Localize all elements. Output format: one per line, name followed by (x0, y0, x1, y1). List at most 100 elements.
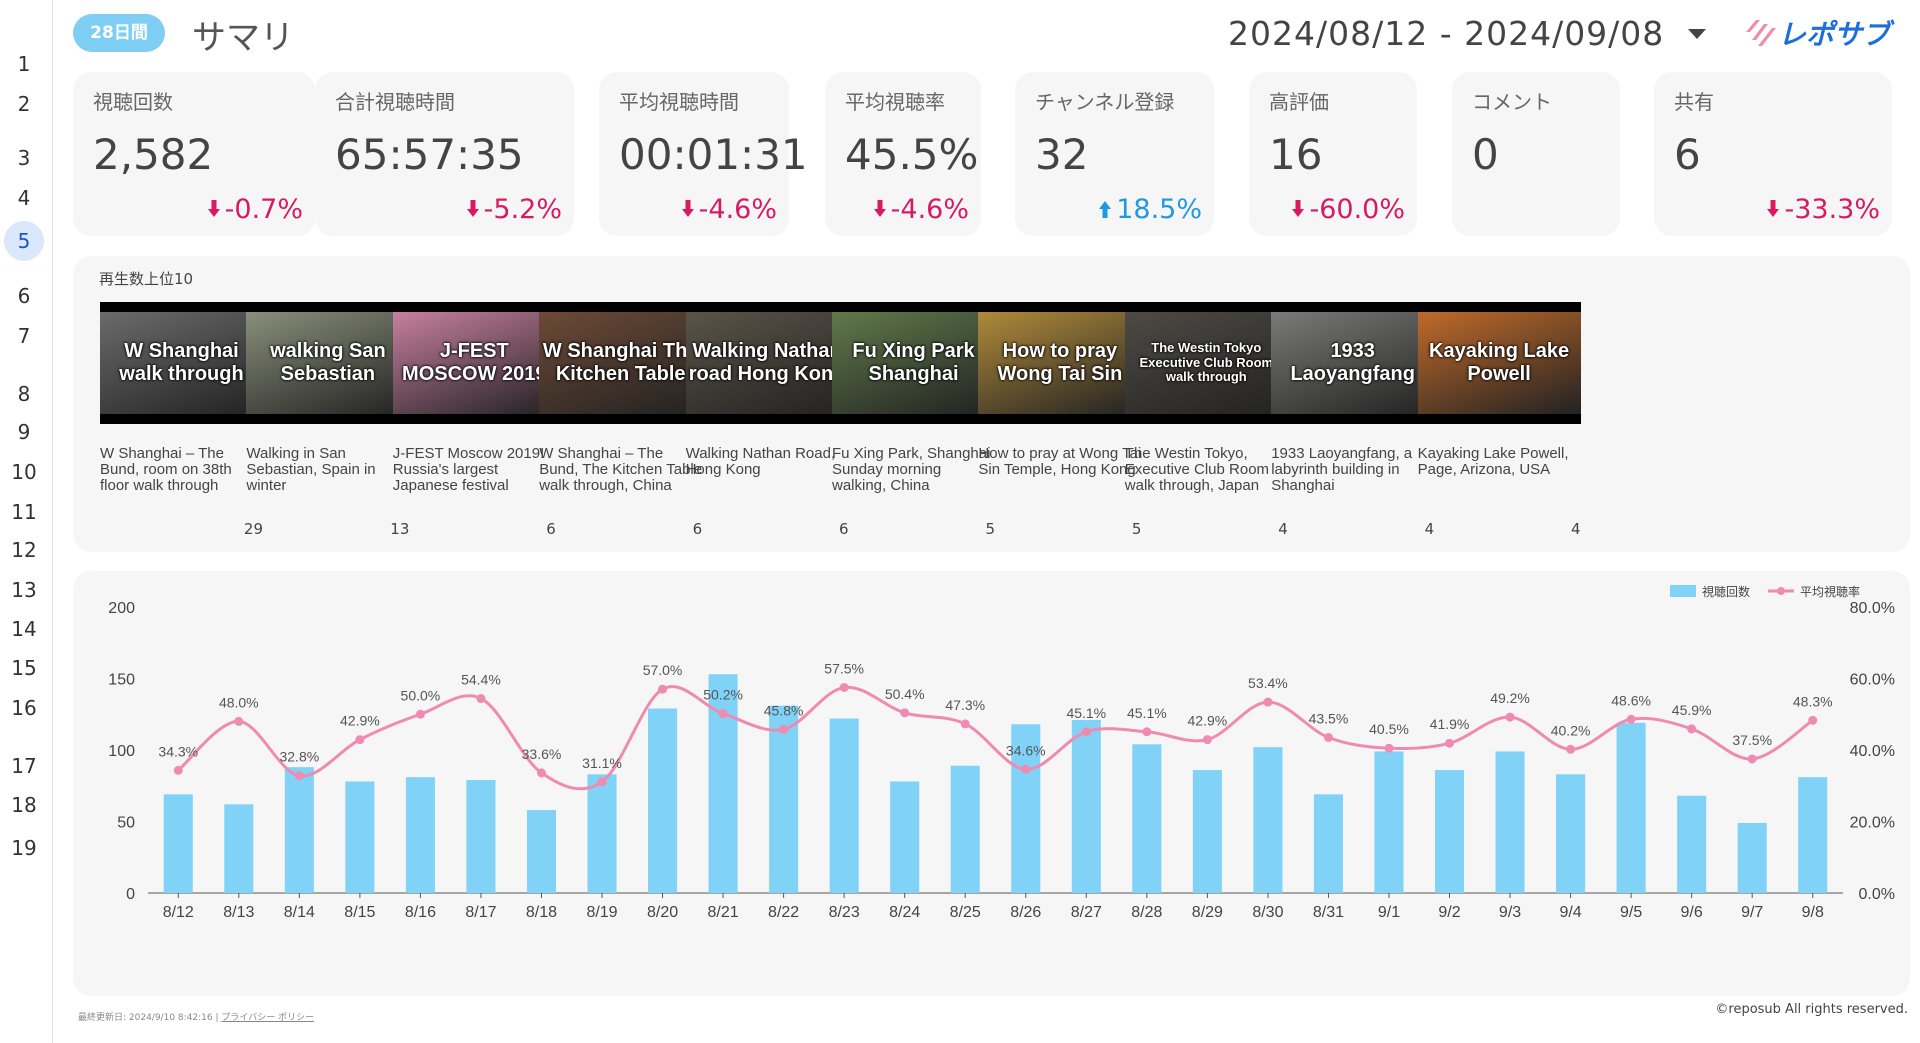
video-card[interactable]: W Shanghai The Kitchen Table W Shanghai –… (539, 302, 703, 538)
kpi-label: 平均視聴時間 (619, 90, 739, 114)
video-title[interactable]: How to pray at Wong Tai Sin Temple, Hong… (978, 445, 1142, 478)
right-axis-tick-label: 0.0% (1859, 886, 1895, 903)
x-axis-tick-label: 8/17 (465, 904, 496, 921)
row-number[interactable]: 5 (4, 221, 44, 261)
bar (1616, 722, 1646, 893)
bar (163, 794, 193, 893)
row-number[interactable]: 14 (11, 617, 37, 641)
last-updated: 最終更新日: 2024/9/10 8:42:16 (78, 1013, 213, 1023)
arrow-down-icon (1767, 200, 1780, 217)
footer-meta: 最終更新日: 2024/9/10 8:42:16 | プライバシー ポリシー (78, 1010, 314, 1023)
video-card[interactable]: The Westin Tokyo Executive Club Room wal… (1124, 302, 1288, 538)
video-thumbnail[interactable]: W Shanghai walk through (100, 302, 263, 424)
video-title[interactable]: 1933 Laoyangfang, a labyrinth building i… (1271, 445, 1413, 494)
kpi-change-value: -4.6% (890, 194, 969, 225)
video-views: 6 (546, 520, 556, 538)
bar (1434, 770, 1465, 893)
video-card[interactable]: Fu Xing Park Shanghai Fu Xing Park, Shang… (832, 302, 995, 538)
row-number[interactable]: 18 (11, 793, 37, 817)
video-thumbnail[interactable]: 1933 Laoyangfang (1271, 302, 1435, 424)
x-axis-tick-label: 9/2 (1438, 904, 1460, 921)
video-card[interactable]: 1933 Laoyangfang 1933 Laoyangfang, a laby… (1271, 302, 1435, 538)
video-views: 4 (1424, 520, 1435, 538)
date-range-selector[interactable]: 2024/08/12 - 2024/09/08 (1228, 14, 1665, 53)
video-thumbnail[interactable]: J-FEST MOSCOW 2019 (392, 302, 556, 424)
video-title[interactable]: The Westin Tokyo, Executive Club Room wa… (1124, 445, 1270, 494)
kpi-change-value: -60.0% (1309, 194, 1405, 225)
row-number[interactable]: 9 (17, 420, 31, 444)
bar (405, 777, 435, 893)
thumbnail-image (392, 312, 556, 414)
video-thumbnail[interactable]: Kayaking Lake Powell (1417, 302, 1581, 424)
row-number[interactable]: 17 (11, 754, 37, 778)
video-thumbnail[interactable]: walking San Sebastian (246, 302, 410, 424)
video-card[interactable]: How to pray Wong Tai Sin How to pray at W… (978, 302, 1142, 538)
thumbnail-image (246, 312, 410, 414)
chevron-down-icon[interactable] (1688, 29, 1706, 39)
retention-point (658, 684, 668, 694)
bar (950, 765, 980, 893)
video-title[interactable]: J-FEST Moscow 2019! Russia's largest Jap… (392, 445, 545, 494)
video-card[interactable]: Walking Nathan road Hong Kong Walking Nat… (685, 302, 849, 538)
row-number[interactable]: 1 (17, 52, 31, 76)
views-retention-chart: 0 50 100 150 200 0.0% 20.0% 40.0% 60.0% 80.0% 8/12… (108, 584, 1895, 921)
video-thumbnail[interactable]: Walking Nathan road Hong Kong (685, 302, 849, 424)
thumbnail-caption: 1933 Laoyangfang (1290, 340, 1415, 385)
retention-point (1021, 764, 1031, 774)
video-title[interactable]: Walking Nathan Road, Hong Kong (685, 445, 836, 478)
x-axis-tick-label: 8/25 (950, 904, 981, 921)
kpi-label: チャンネル登録 (1035, 90, 1175, 114)
video-title[interactable]: Kayaking Lake Powell, Page, Arizona, USA (1417, 445, 1569, 478)
x-axis-tick-label: 8/15 (344, 904, 375, 921)
retention-point (1445, 738, 1455, 748)
video-card[interactable]: walking San Sebastian Walking in San Seba… (246, 302, 410, 538)
retention-data-label: 34.6% (1006, 742, 1046, 758)
kpi-value: 6 (1674, 130, 1701, 179)
video-card[interactable]: Kayaking Lake Powell Kayaking Lake Powell… (1417, 302, 1581, 538)
video-title[interactable]: Fu Xing Park, Shanghai Sunday morning wa… (832, 445, 991, 494)
video-title[interactable]: W Shanghai – The Bund, The Kitchen Table… (539, 445, 703, 494)
video-thumbnail[interactable]: The Westin Tokyo Executive Club Room wal… (1124, 302, 1288, 424)
row-number[interactable]: 15 (11, 656, 37, 680)
privacy-policy-link[interactable]: プライバシー ポリシー (221, 1013, 315, 1023)
bar (587, 774, 617, 893)
row-number[interactable]: 3 (17, 146, 31, 170)
row-number[interactable]: 8 (17, 382, 31, 406)
row-number[interactable]: 7 (17, 324, 31, 348)
row-number[interactable]: 10 (11, 460, 37, 484)
retention-point (1566, 744, 1576, 754)
video-card[interactable]: J-FEST MOSCOW 2019 J-FEST Moscow 2019! Ru… (392, 302, 556, 538)
kpi-label: 高評価 (1269, 90, 1329, 114)
video-thumbnail[interactable]: W Shanghai The Kitchen Table (539, 302, 703, 424)
bar (1132, 744, 1162, 893)
video-thumbnail[interactable]: Fu Xing Park Shanghai (832, 302, 995, 424)
copyright: ©reposub All rights reserved. (1715, 1002, 1908, 1017)
kpi-value: 0 (1472, 130, 1499, 179)
row-number[interactable]: 19 (11, 836, 37, 860)
video-thumbnail[interactable]: How to pray Wong Tai Sin (978, 302, 1142, 424)
thumbnail-image (1271, 312, 1435, 414)
kpi-value: 16 (1269, 130, 1323, 179)
x-axis-tick-label: 8/16 (405, 904, 436, 921)
kpi-card: 高評価 16 -60.0% (1249, 72, 1417, 236)
x-axis-tick-label: 9/1 (1378, 904, 1400, 921)
row-number[interactable]: 16 (11, 696, 37, 720)
row-number[interactable]: 2 (17, 92, 31, 116)
row-number[interactable]: 11 (11, 500, 37, 524)
bar (284, 767, 314, 893)
period-badge[interactable]: 28日間 (73, 14, 165, 52)
row-number[interactable]: 6 (17, 284, 31, 308)
right-axis-tick-label: 60.0% (1850, 672, 1895, 689)
bar (1798, 777, 1828, 893)
video-views: 29 (243, 520, 263, 538)
x-axis-tick-label: 8/27 (1071, 904, 1102, 921)
row-number[interactable]: 4 (17, 186, 31, 210)
kpi-card: チャンネル登録 32 18.5% (1015, 72, 1214, 236)
kpi-label: 視聴回数 (93, 90, 173, 114)
video-title[interactable]: W Shanghai – The Bund, room on 38th floo… (100, 445, 232, 494)
retention-data-label: 42.9% (1188, 713, 1228, 729)
video-title[interactable]: Walking in San Sebastian, Spain in winte… (246, 445, 376, 494)
row-number[interactable]: 12 (11, 538, 37, 562)
video-card[interactable]: W Shanghai walk through W Shanghai – The … (100, 302, 263, 538)
row-number[interactable]: 13 (11, 578, 37, 602)
